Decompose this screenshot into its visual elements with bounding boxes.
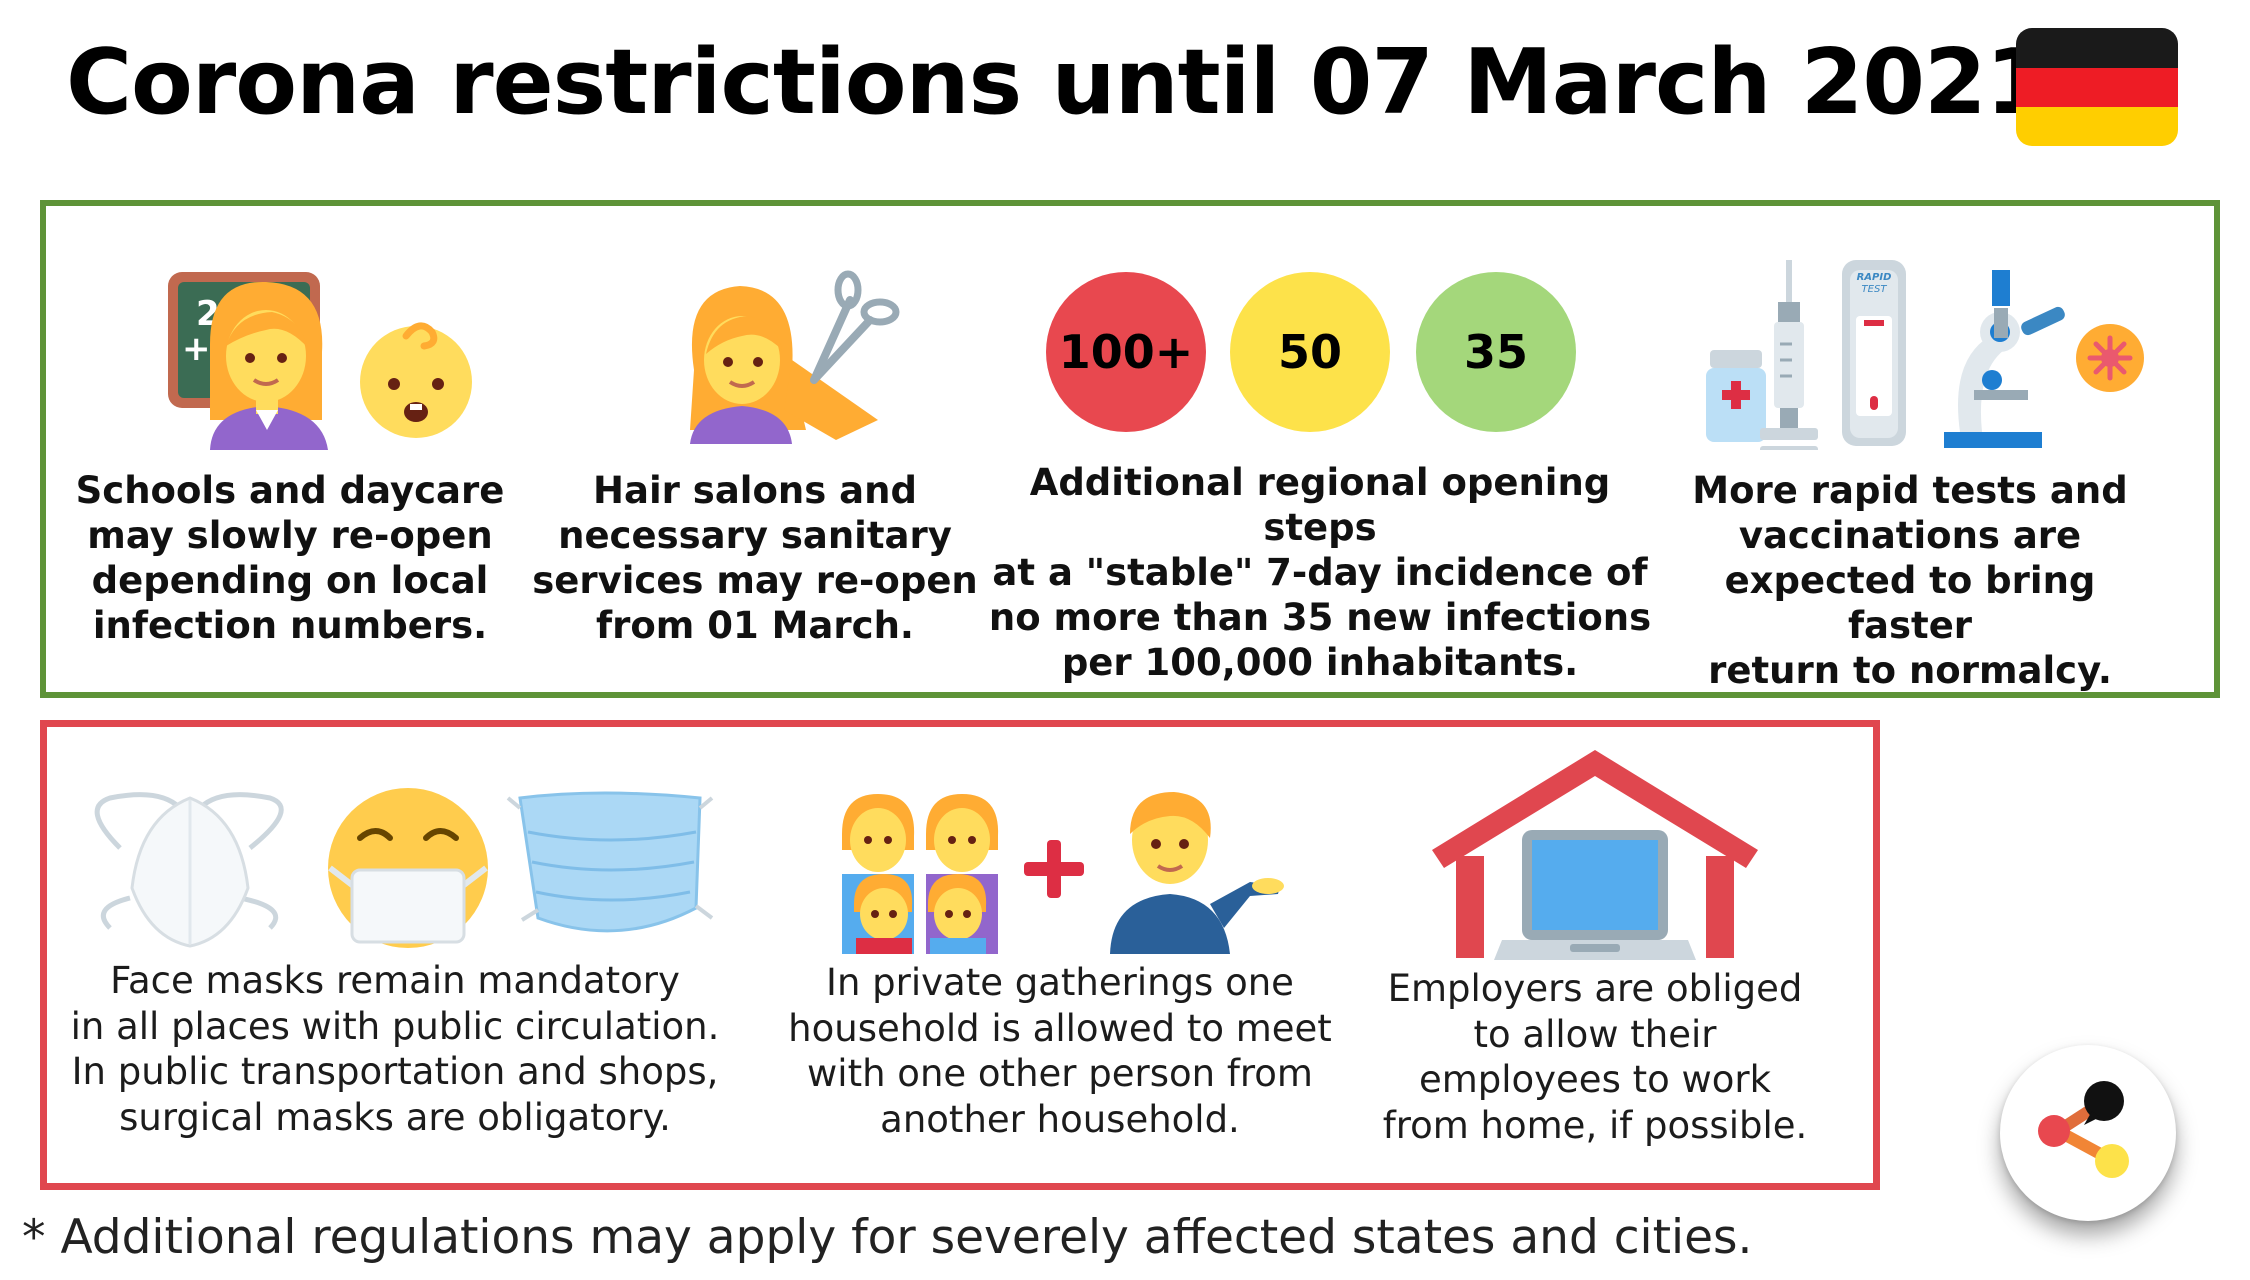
page-title: Corona restrictions until 07 March 2021 …	[66, 30, 2171, 135]
caption-line: no more than 35 new infections	[988, 596, 1652, 639]
hairdresser-icon	[690, 270, 900, 444]
teacher-and-baby-icon: 2 +2	[168, 272, 472, 450]
caption-line: depending on local	[91, 559, 489, 602]
caption-line: from home, if possible.	[1382, 1103, 1808, 1147]
schools-item: 2 +2 Schools and daycare may slowly re-o…	[60, 250, 520, 670]
incidence-item: 100+ 50 35 Additional regional opening s…	[980, 250, 1660, 684]
germany-flag-icon	[2016, 28, 2178, 146]
caption-line: another household.	[880, 1097, 1240, 1141]
caption-line: in all places with public circulation.	[70, 1004, 720, 1048]
caption-line: surgical masks are obligatory.	[119, 1095, 671, 1139]
caption-line: services may re-open	[532, 559, 978, 602]
footnote: * Additional regulations may apply for s…	[22, 1210, 1753, 1265]
caption-line: with one other person from	[807, 1052, 1313, 1095]
incidence-circle-100: 100+	[1046, 272, 1206, 432]
caption-line: per 100,000 inhabitants.	[1061, 641, 1579, 684]
caption-line: may slowly re-open	[87, 514, 493, 557]
brand-logo[interactable]	[2000, 1045, 2176, 1221]
caption-line: Face masks remain mandatory	[110, 959, 680, 1002]
incidence-circle-35: 35	[1416, 272, 1576, 432]
household-plus-person-icon	[842, 792, 1284, 954]
restrictions-panel	[40, 720, 1880, 1190]
caption-line: infection numbers.	[92, 604, 488, 647]
hair-salons-item: Hair salons and necessary sanitary servi…	[530, 250, 980, 670]
caption-line: return to normalcy.	[1708, 649, 2112, 692]
brand-logo-icon	[2038, 1081, 2129, 1178]
private-gatherings-item: In private gatherings one household is a…	[780, 770, 1340, 1160]
caption-line: employees to work	[1418, 1058, 1772, 1101]
tests-vaccines-item: RAPID TEST More rapid tests and vaccinat…	[1660, 250, 2160, 692]
home-office-item: Employers are obliged to allow their emp…	[1360, 740, 1830, 1160]
caption-line: More rapid tests and	[1692, 469, 2128, 512]
home-office-icon	[1432, 750, 1758, 960]
face-masks-item: Face masks remain mandatory in all place…	[60, 770, 730, 1160]
caption-line: necessary sanitary	[558, 514, 952, 557]
caption-line: In public transportation and shops,	[71, 1050, 719, 1093]
caption-line: to allow their	[1473, 1012, 1717, 1056]
caption-line: Schools and daycare	[75, 469, 505, 512]
relaxations-panel	[40, 200, 2220, 698]
caption-line: at a "stable" 7-day incidence of	[992, 551, 1648, 594]
tests-and-vaccine-icon: RAPID TEST	[1706, 260, 2144, 450]
caption-line: household is allowed to meet	[788, 1006, 1332, 1050]
caption-line: expected to bring faster	[1724, 559, 2096, 647]
caption-line: from 01 March.	[596, 604, 914, 647]
caption-line: Hair salons and	[593, 469, 917, 512]
incidence-circle-50: 50	[1230, 272, 1390, 432]
face-masks-icon	[94, 788, 714, 948]
caption-line: Employers are obliged	[1387, 967, 1803, 1010]
svg-text:TEST: TEST	[1862, 284, 1888, 295]
caption-line: In private gatherings one	[826, 961, 1294, 1004]
caption-line: vaccinations are	[1738, 514, 2082, 557]
svg-text:RAPID: RAPID	[1857, 272, 1892, 283]
caption-line: Additional regional opening steps	[1029, 461, 1611, 549]
